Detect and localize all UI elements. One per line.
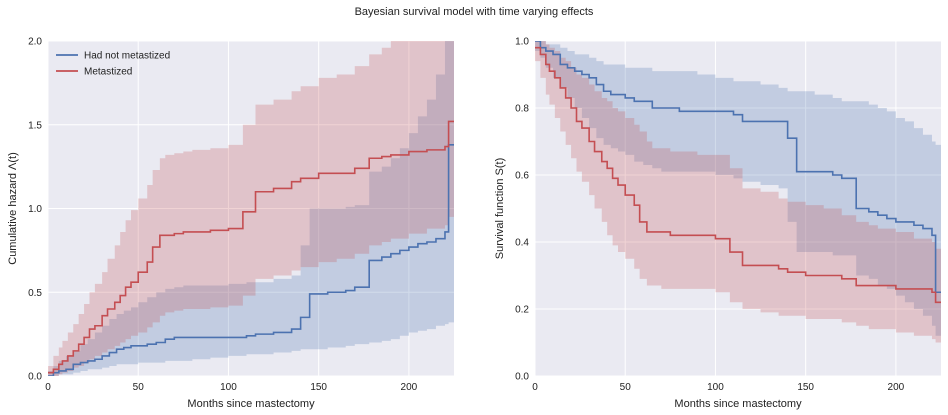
x-axis-label: Months since mastectomy bbox=[674, 398, 802, 410]
y-tick-label: 0.0 bbox=[28, 372, 42, 383]
metastized-credible-band bbox=[48, 41, 454, 376]
x-tick-label: 0 bbox=[45, 382, 51, 393]
y-axis-label: Cumulative hazard Λ(t) bbox=[7, 152, 19, 265]
y-tick-label: 1.5 bbox=[28, 120, 42, 131]
y-axis-label: Survival function S(t) bbox=[494, 158, 506, 259]
x-tick-label: 200 bbox=[401, 382, 418, 393]
y-tick-label: 2.0 bbox=[28, 37, 42, 48]
metastized-credible-band bbox=[535, 41, 941, 356]
x-tick-label: 100 bbox=[707, 382, 724, 393]
x-axis-label: Months since mastectomy bbox=[187, 398, 315, 410]
x-tick-label: 100 bbox=[220, 382, 237, 393]
x-tick-label: 200 bbox=[888, 382, 905, 393]
had-not-metastized-step-line bbox=[535, 41, 941, 294]
y-tick-label: 0.8 bbox=[515, 104, 529, 115]
y-tick-label: 0.6 bbox=[515, 171, 529, 182]
legend-label-metastized: Metastized bbox=[84, 67, 132, 78]
y-tick-label: 1.0 bbox=[28, 204, 42, 215]
y-tick-label: 0.0 bbox=[515, 372, 529, 383]
cumulative-hazard-chart: 0 50 100 150 200 0.0 0.5 1.0 1.5 2.0 Months since … bbox=[7, 37, 454, 410]
y-tick-label: 0.5 bbox=[28, 288, 42, 299]
x-tick-label: 50 bbox=[620, 382, 632, 393]
had-not-metastized-credible-band bbox=[48, 41, 454, 376]
metastized-step-line bbox=[48, 120, 454, 374]
metastized-step-line bbox=[535, 46, 941, 304]
plot-background bbox=[535, 41, 941, 376]
had-not-metastized-credible-band bbox=[535, 41, 941, 343]
x-tick-label: 150 bbox=[797, 382, 814, 393]
figure-title: Bayesian survival model with time varyin… bbox=[354, 6, 594, 18]
x-tick-label: 0 bbox=[532, 382, 538, 393]
y-tick-label: 1.0 bbox=[515, 37, 529, 48]
x-tick-label: 50 bbox=[133, 382, 145, 393]
y-tick-label: 0.2 bbox=[515, 305, 529, 316]
had-not-metastized-step-line bbox=[48, 144, 454, 376]
x-tick-label: 150 bbox=[310, 382, 327, 393]
survival-function-chart: 0 50 100 150 200 0.0 0.2 0.4 0.6 0.8 1.0 Months sin… bbox=[494, 37, 941, 410]
y-tick-label: 0.4 bbox=[515, 238, 529, 249]
legend-label-had-not-metastized: Had not metastized bbox=[84, 51, 170, 62]
